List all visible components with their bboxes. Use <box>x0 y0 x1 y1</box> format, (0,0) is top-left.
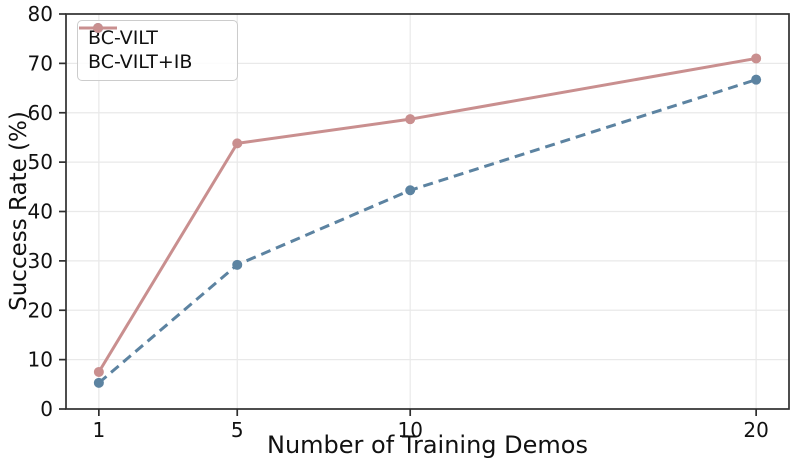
data-point-bc-vilt-ib <box>232 138 243 149</box>
y-tick-label: 20 <box>28 298 53 322</box>
data-point-bc-vilt-ib <box>405 114 416 125</box>
y-tick-label: 80 <box>28 2 53 26</box>
x-tick-label: 10 <box>397 418 422 442</box>
x-tick-label: 5 <box>231 418 244 442</box>
data-point-bc-vilt <box>93 377 104 388</box>
x-tick-label: 20 <box>743 418 768 442</box>
series-line-bc-vilt <box>97 78 757 384</box>
y-axis-title: Success Rate (%) <box>6 111 32 311</box>
data-point-bc-vilt <box>232 259 243 270</box>
y-tick-label: 0 <box>40 397 53 421</box>
y-tick-label: 30 <box>28 249 53 273</box>
data-point-bc-vilt-ib <box>751 53 762 64</box>
y-tick-label: 40 <box>28 200 53 224</box>
legend-line-sample-bc-vilt-ib <box>79 23 117 33</box>
legend-label-bc-vilt-ib: BC-VILT+IB <box>88 51 193 74</box>
data-point-bc-vilt-ib <box>93 366 104 377</box>
y-tick-label: 70 <box>28 51 53 75</box>
data-point-bc-vilt <box>405 185 416 196</box>
data-point-bc-vilt <box>751 74 762 85</box>
x-tick-label: 1 <box>92 418 105 442</box>
legend: BC-VILT BC-VILT+IB <box>77 20 238 81</box>
y-tick-label: 50 <box>28 150 53 174</box>
legend-marker-circle-bc-vilt-ib <box>93 23 103 33</box>
legend-label-bc-vilt: BC-VILT <box>88 26 158 49</box>
y-tick-label: 10 <box>28 348 53 372</box>
x-axis-title: Number of Training Demos <box>267 431 588 459</box>
y-tick-label: 60 <box>28 101 53 125</box>
legend-item-bc-vilt-ib: BC-VILT+IB <box>79 23 227 74</box>
series-line-bc-vilt-ib <box>97 56 757 373</box>
